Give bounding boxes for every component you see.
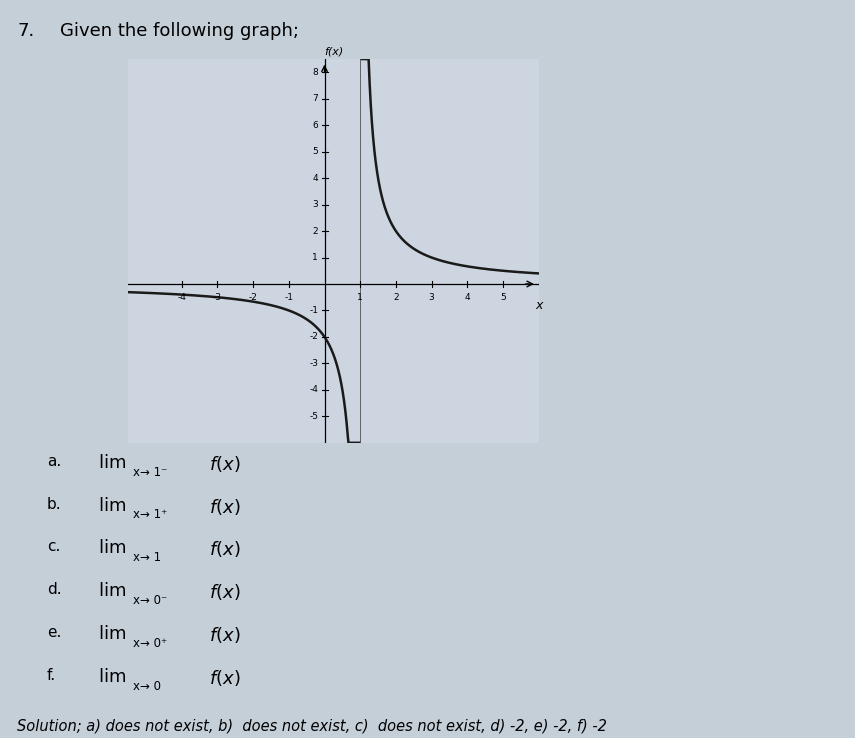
Text: -3: -3: [213, 293, 222, 303]
Text: -4: -4: [310, 385, 318, 394]
Text: Solution; a) does not exist, b)  does not exist, c)  does not exist, d) -2, e) -: Solution; a) does not exist, b) does not…: [17, 718, 607, 733]
Text: $f(x)$: $f(x)$: [209, 454, 241, 474]
Text: -3: -3: [310, 359, 318, 368]
Text: $f(x)$: $f(x)$: [209, 497, 241, 517]
Text: x→ 1⁺: x→ 1⁺: [133, 508, 167, 522]
Text: $f(x)$: $f(x)$: [209, 668, 241, 688]
Text: x→ 1⁻: x→ 1⁻: [133, 466, 167, 479]
Text: $\lim$: $\lim$: [98, 668, 127, 686]
Text: e.: e.: [47, 625, 62, 640]
Text: f(x): f(x): [324, 46, 343, 56]
Text: 2: 2: [393, 293, 398, 303]
Text: 2: 2: [312, 227, 318, 235]
Text: -2: -2: [249, 293, 257, 303]
Text: -5: -5: [310, 412, 318, 421]
Text: $\lim$: $\lim$: [98, 582, 127, 600]
Text: 5: 5: [312, 147, 318, 156]
Text: -2: -2: [310, 332, 318, 342]
Text: 4: 4: [312, 173, 318, 182]
Text: 6: 6: [312, 121, 318, 130]
Text: d.: d.: [47, 582, 62, 597]
Text: 5: 5: [500, 293, 506, 303]
Text: 4: 4: [464, 293, 470, 303]
Text: $f(x)$: $f(x)$: [209, 539, 241, 559]
Text: 7: 7: [312, 94, 318, 103]
Text: x→ 0: x→ 0: [133, 680, 161, 693]
Text: 1: 1: [357, 293, 363, 303]
Text: Given the following graph;: Given the following graph;: [60, 22, 299, 40]
Text: $\lim$: $\lim$: [98, 454, 127, 472]
Text: x→ 0⁺: x→ 0⁺: [133, 637, 167, 650]
Text: $\lim$: $\lim$: [98, 497, 127, 514]
Text: $f(x)$: $f(x)$: [209, 625, 241, 645]
Text: -1: -1: [310, 306, 318, 315]
Text: 8: 8: [312, 68, 318, 77]
Text: b.: b.: [47, 497, 62, 511]
Text: $f(x)$: $f(x)$: [209, 582, 241, 602]
Text: 1: 1: [312, 253, 318, 262]
Text: -1: -1: [285, 293, 293, 303]
Text: $\lim$: $\lim$: [98, 539, 127, 557]
Text: -4: -4: [177, 293, 186, 303]
Text: 3: 3: [312, 200, 318, 209]
Text: a.: a.: [47, 454, 62, 469]
Text: 3: 3: [428, 293, 434, 303]
Text: x→ 1: x→ 1: [133, 551, 161, 565]
Text: c.: c.: [47, 539, 61, 554]
Text: x: x: [535, 299, 542, 311]
Text: 7.: 7.: [17, 22, 34, 40]
Text: x→ 0⁻: x→ 0⁻: [133, 594, 167, 607]
Text: f.: f.: [47, 668, 56, 683]
Text: $\lim$: $\lim$: [98, 625, 127, 643]
